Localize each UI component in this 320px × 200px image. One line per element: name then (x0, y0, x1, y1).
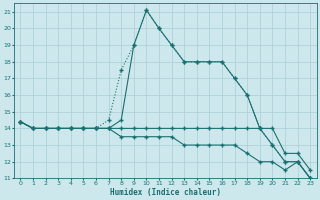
X-axis label: Humidex (Indice chaleur): Humidex (Indice chaleur) (110, 188, 221, 197)
